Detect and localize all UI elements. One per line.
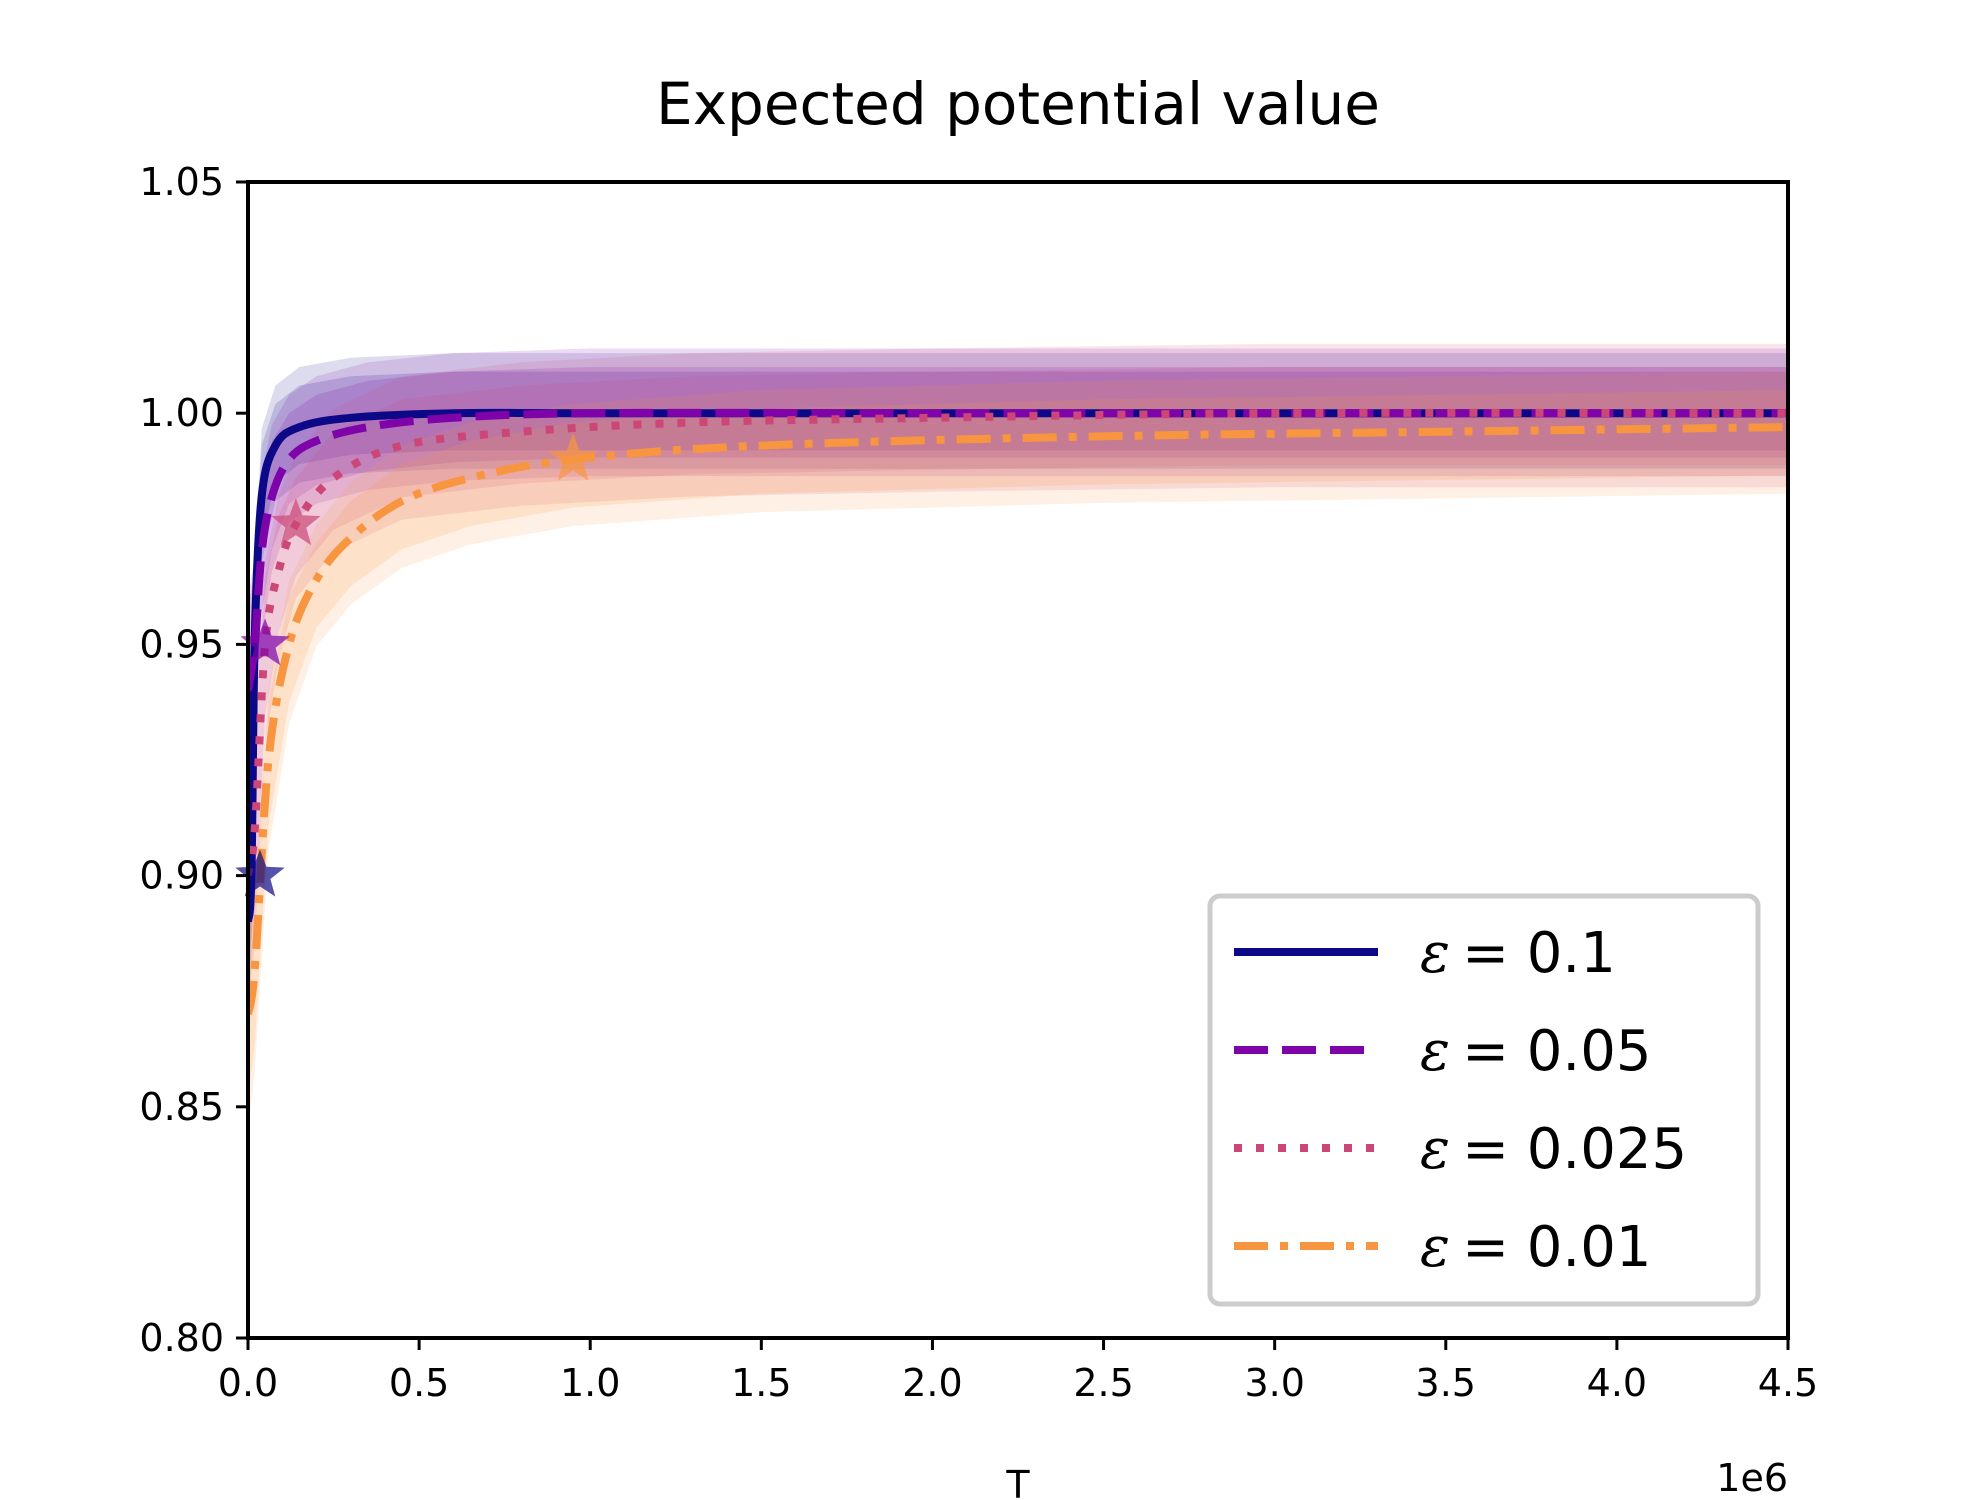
plot-frame: [246, 180, 1790, 1340]
x-tick-label: 4.0: [1587, 1361, 1647, 1405]
x-axis: 0.0 0.5 1.0 1.5 2.0 2.5 3.0 3.5 4.0 4.5: [218, 1338, 1818, 1405]
star-marker: [235, 849, 285, 897]
x-tick-label: 1.0: [560, 1361, 620, 1405]
x-axis-label: T: [1005, 1463, 1030, 1500]
band-outer: [248, 371, 1788, 1131]
legend-epsilon: ε: [1420, 921, 1450, 986]
y-tick-label: 0.90: [139, 854, 224, 898]
x-tick-label: 4.5: [1758, 1361, 1818, 1405]
legend-value: = 0.1: [1462, 921, 1616, 986]
y-axis: 0.80 0.85 0.90 0.95 1.00 1.05: [139, 160, 248, 1360]
x-tick-label: 2.0: [902, 1361, 962, 1405]
x-tick-label: 2.5: [1073, 1361, 1133, 1405]
star-marker: [240, 618, 290, 666]
x-tick-label: 3.5: [1416, 1361, 1476, 1405]
y-tick-label: 1.05: [139, 160, 224, 204]
band-inner: [248, 367, 1788, 769]
legend-epsilon: ε: [1420, 1019, 1450, 1084]
x-tick-label: 1.5: [731, 1361, 791, 1405]
y-tick-label: 0.95: [139, 622, 224, 666]
y-tick-label: 0.80: [139, 1316, 224, 1360]
series-line: [248, 423, 1788, 1016]
band-inner: [248, 390, 1788, 1099]
legend-label: ε = 0.025: [1420, 1117, 1687, 1182]
legend-value: = 0.05: [1462, 1019, 1651, 1084]
legend-value: = 0.025: [1462, 1117, 1687, 1182]
star-marker: [271, 498, 321, 546]
x-axis-offset-text: 1e6: [1716, 1456, 1788, 1500]
star-marker: [548, 433, 598, 481]
x-tick-label: 0.5: [389, 1361, 449, 1405]
band-outer: [248, 348, 1788, 801]
series-line: [248, 408, 1788, 877]
legend-label: ε = 0.01: [1420, 1215, 1651, 1280]
chart-title: Expected potential value: [656, 70, 1380, 138]
legend-label: ε = 0.1: [1420, 921, 1616, 986]
x-tick-label: 0.0: [218, 1361, 278, 1405]
y-tick-label: 1.00: [139, 391, 224, 435]
star-markers: [235, 433, 598, 897]
legend-box: [1207, 893, 1761, 1307]
y-tick-label: 0.85: [139, 1085, 224, 1129]
legend-value: = 0.01: [1462, 1215, 1651, 1280]
legend-label: ε = 0.05: [1420, 1019, 1651, 1084]
x-tick-label: 3.0: [1244, 1361, 1304, 1405]
legend-epsilon: ε: [1420, 1215, 1450, 1280]
legend-epsilon: ε: [1420, 1117, 1450, 1182]
